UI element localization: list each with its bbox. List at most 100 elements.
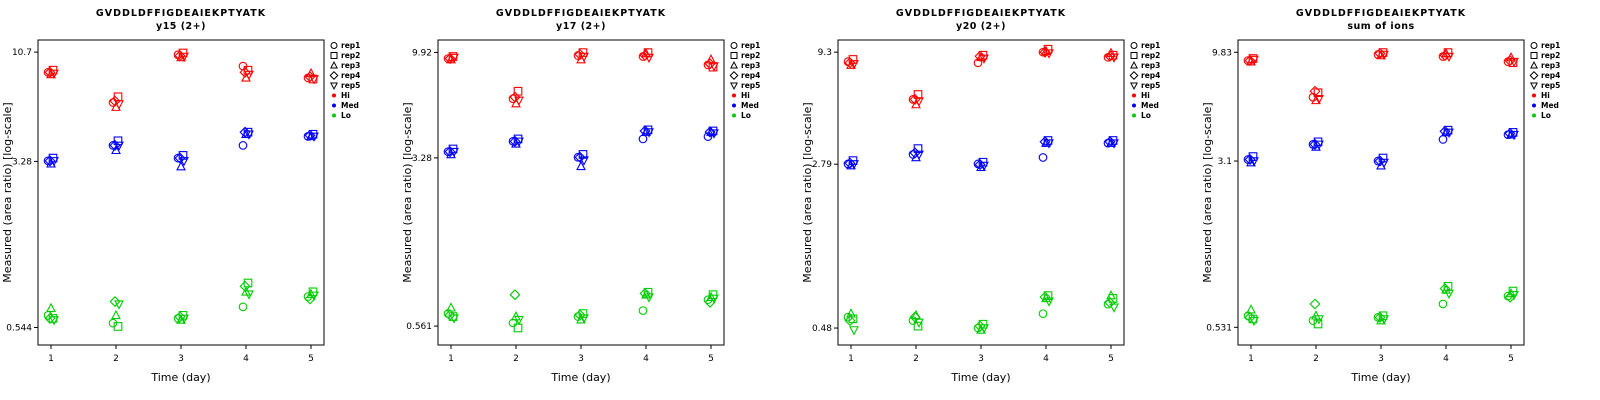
series-lo (443, 287, 719, 333)
data-point (1109, 139, 1119, 149)
legend-label: rep3 (741, 61, 760, 70)
legend-item-rep3: rep3 (1130, 60, 1160, 70)
legend-marker-square-icon (1530, 52, 1538, 59)
data-point (1109, 53, 1119, 63)
data-point (1439, 283, 1451, 295)
plot-frame (837, 39, 1125, 346)
legend-dot-icon (1532, 103, 1536, 108)
data-point (1249, 55, 1259, 66)
legend-label: rep2 (741, 51, 760, 60)
data-point (309, 75, 319, 85)
data-point (49, 316, 59, 326)
series-lo (843, 290, 1119, 336)
legend-item-med: Med (1132, 101, 1159, 110)
x-tick-label: 1 (48, 354, 54, 364)
data-point (709, 129, 719, 139)
data-point (1439, 49, 1451, 62)
data-point (176, 161, 186, 171)
series-lo (1243, 281, 1519, 329)
legend-label: Lo (1541, 111, 1551, 120)
x-tick-label: 1 (1248, 354, 1254, 364)
data-point (509, 135, 521, 147)
data-point (44, 155, 56, 167)
x-tick-label: 5 (308, 354, 314, 364)
legend-item-rep3: rep3 (730, 60, 760, 70)
legend-label: rep5 (1141, 81, 1160, 90)
data-point (1438, 135, 1448, 144)
data-point (1314, 95, 1324, 105)
legend-item-rep2: rep2 (1130, 51, 1160, 60)
chart-subtitle: sum of ions (1347, 21, 1414, 32)
data-point (1104, 297, 1116, 309)
data-point (113, 322, 123, 331)
legend-label: Lo (1141, 111, 1151, 120)
legend-label: rep4 (1141, 71, 1160, 80)
data-point (109, 139, 121, 151)
x-tick-label: 2 (913, 354, 919, 364)
data-point (309, 291, 319, 301)
data-point (1379, 158, 1389, 169)
x-axis-label: Time (day) (1350, 371, 1410, 384)
legend-label: rep1 (341, 41, 360, 50)
x-tick-label: 5 (1108, 354, 1114, 364)
data-point (914, 318, 924, 328)
legend-label: rep3 (341, 61, 360, 70)
legend-item-hi: Hi (732, 91, 750, 100)
legend-label: Hi (341, 91, 350, 100)
data-point (844, 315, 856, 327)
y-tick-label: 0.544 (6, 323, 32, 333)
legend-dot-icon (732, 113, 736, 118)
legend-label: rep1 (1141, 41, 1160, 50)
x-tick-label: 4 (643, 354, 649, 364)
series-hi (1243, 47, 1519, 105)
legend-label: rep1 (741, 41, 760, 50)
legend-dot-icon (1132, 93, 1136, 98)
legend-label: Med (341, 101, 359, 110)
data-point (979, 54, 989, 64)
data-point (444, 146, 456, 158)
x-tick-label: 4 (1443, 354, 1449, 364)
data-point (509, 91, 521, 103)
legend-item-rep3: rep3 (1530, 60, 1560, 70)
data-point (514, 315, 524, 326)
legend-item-hi: Hi (1532, 91, 1550, 100)
data-point (1246, 304, 1256, 314)
legend-label: rep3 (1141, 61, 1160, 70)
data-point (849, 326, 859, 336)
data-point (49, 157, 59, 167)
chart-title: GVDDLDFFIGDEAIEKPTYATK (96, 8, 266, 19)
data-point (179, 52, 189, 63)
data-point (508, 318, 518, 328)
legend-marker-triangle-down-icon (1130, 82, 1138, 91)
data-point (449, 314, 459, 324)
legend-item-rep2: rep2 (730, 51, 760, 60)
legend-marker-triangle-up-icon (330, 60, 338, 69)
data-point (449, 147, 459, 158)
x-tick-label: 1 (448, 354, 454, 364)
legend-label: rep5 (1541, 81, 1560, 90)
data-point (578, 150, 588, 159)
legend-item-rep2: rep2 (330, 51, 360, 60)
series-hi (43, 48, 319, 111)
panel-y17-2: GVDDLDFFIGDEAIEKPTYATK y17 (2+) Measured (… (401, 8, 760, 384)
legend-label: Lo (341, 111, 351, 120)
data-point (849, 60, 859, 70)
chart-title: GVDDLDFFIGDEAIEKPTYATK (496, 8, 666, 19)
legend-marker-triangle-up-icon (1530, 60, 1538, 69)
data-point (574, 309, 586, 321)
x-tick-label: 3 (978, 354, 984, 364)
x-tick-label: 3 (578, 354, 584, 364)
legend-marker-triangle-down-icon (1530, 82, 1538, 91)
legend-item-med: Med (732, 101, 759, 110)
data-point (1244, 55, 1256, 67)
chart-subtitle: y17 (2+) (556, 21, 606, 32)
series-med (843, 136, 1119, 172)
legend-dot-icon (1132, 103, 1136, 108)
chart-title: GVDDLDFFIGDEAIEKPTYATK (896, 8, 1066, 19)
data-point (579, 314, 589, 324)
x-tick-label: 1 (848, 354, 854, 364)
legend-label: rep5 (341, 81, 360, 90)
data-point (514, 137, 524, 147)
legend-item-rep4: rep4 (1129, 71, 1160, 80)
data-point (238, 141, 248, 150)
